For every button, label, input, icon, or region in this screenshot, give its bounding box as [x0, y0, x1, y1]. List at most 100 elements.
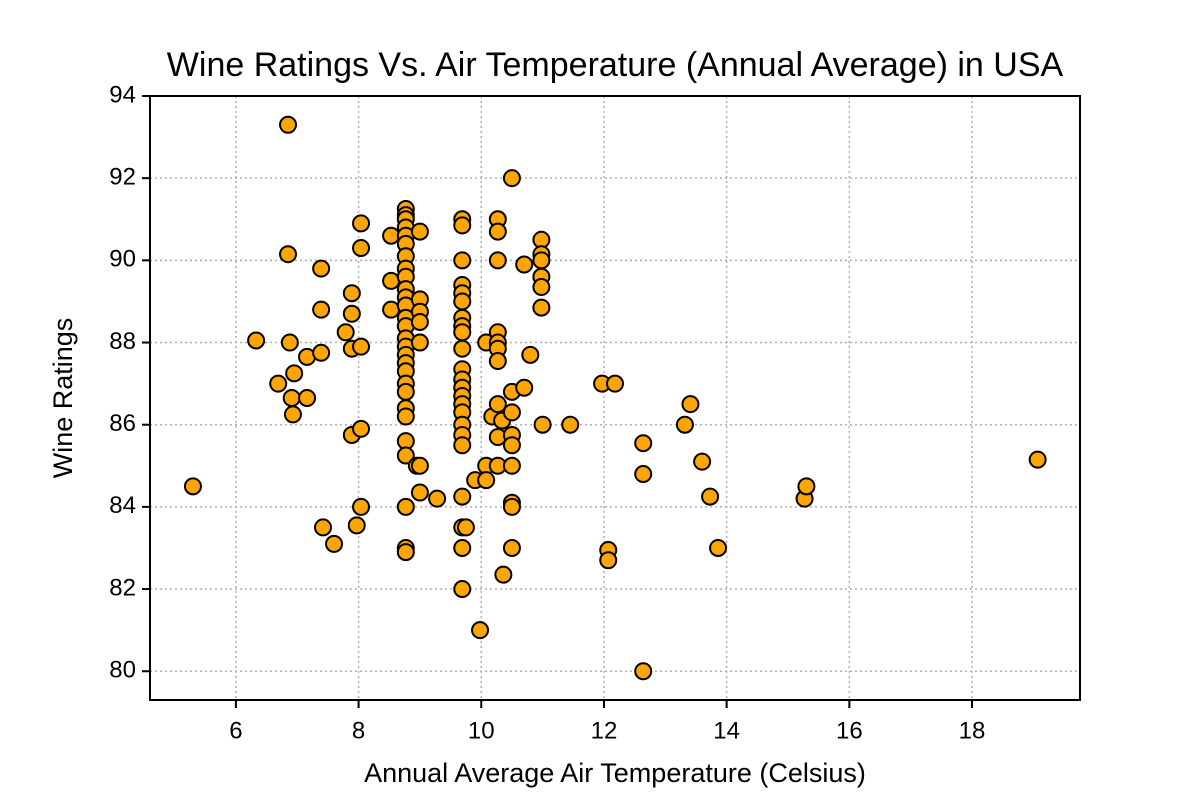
point [396, 543, 415, 562]
ticks: 6 8 10 12 14 16 18 80 82 84 86 88 90 92 94 [109, 81, 985, 744]
point [502, 436, 521, 455]
point [488, 352, 507, 371]
point [488, 395, 507, 414]
point [396, 407, 415, 426]
x-tick-label: 10 [468, 717, 495, 744]
x-tick-label: 6 [229, 717, 242, 744]
point [428, 489, 447, 508]
point [283, 405, 302, 424]
point [681, 395, 700, 414]
point [1028, 450, 1047, 469]
x-tick-label: 12 [591, 717, 618, 744]
point [410, 333, 429, 352]
x-tick-label: 8 [352, 717, 365, 744]
point [502, 456, 521, 475]
point [325, 534, 344, 553]
point [352, 239, 371, 258]
point [382, 226, 401, 245]
point [453, 538, 472, 557]
point [561, 415, 580, 434]
x-axis-label: Annual Average Air Temperature (Celsius) [364, 758, 866, 788]
y-tick-label: 84 [109, 492, 136, 519]
point [410, 456, 429, 475]
point [502, 169, 521, 188]
point [502, 403, 521, 422]
point [515, 255, 534, 274]
point [471, 621, 490, 640]
point [410, 222, 429, 241]
point [634, 434, 653, 453]
point [396, 382, 415, 401]
point [396, 497, 415, 516]
point [382, 271, 401, 290]
y-tick-label: 90 [109, 246, 136, 273]
point [521, 345, 540, 364]
point [342, 284, 361, 303]
point [477, 471, 496, 490]
point [410, 483, 429, 502]
point [532, 251, 551, 270]
point [279, 115, 298, 134]
point [280, 333, 299, 352]
y-axis-label: Wine Ratings [48, 318, 78, 479]
point [453, 292, 472, 311]
point [515, 378, 534, 397]
point [312, 259, 331, 278]
x-tick-label: 16 [836, 717, 863, 744]
point [285, 364, 304, 383]
point [453, 487, 472, 506]
y-tick-label: 92 [109, 164, 136, 191]
point [488, 222, 507, 241]
chart-title: Wine Ratings Vs. Air Temperature (Annual… [167, 46, 1064, 84]
point [313, 518, 332, 537]
point [494, 565, 513, 584]
point [532, 278, 551, 297]
point [453, 323, 472, 342]
point [797, 477, 816, 496]
point [675, 415, 694, 434]
point [352, 214, 371, 233]
point [532, 298, 551, 317]
point [488, 251, 507, 270]
point [634, 465, 653, 484]
point [453, 251, 472, 270]
point [382, 300, 401, 319]
x-tick-label: 14 [713, 717, 740, 744]
y-tick-label: 88 [109, 328, 136, 355]
point [502, 538, 521, 557]
y-tick-label: 80 [109, 657, 136, 684]
point [342, 304, 361, 323]
point [701, 487, 720, 506]
point [247, 331, 266, 350]
point [396, 446, 415, 465]
y-tick-label: 94 [109, 81, 136, 108]
point [298, 389, 317, 407]
point [410, 312, 429, 331]
point [456, 518, 475, 537]
point [533, 415, 552, 434]
point [312, 300, 331, 319]
point [183, 477, 202, 496]
points [183, 115, 1047, 681]
x-tick-label: 18 [959, 717, 986, 744]
point [634, 662, 653, 681]
point [453, 580, 472, 599]
point [693, 452, 712, 471]
point [336, 323, 355, 342]
point [709, 538, 728, 557]
point [352, 419, 371, 438]
point [453, 339, 472, 358]
point [599, 551, 618, 570]
point [606, 374, 624, 393]
point [352, 337, 371, 356]
point [269, 374, 288, 393]
y-tick-label: 86 [109, 410, 136, 437]
plot-frame [149, 95, 1081, 701]
point [279, 245, 298, 264]
point [282, 389, 301, 407]
point [502, 497, 521, 516]
point [453, 436, 472, 455]
point [453, 216, 472, 235]
